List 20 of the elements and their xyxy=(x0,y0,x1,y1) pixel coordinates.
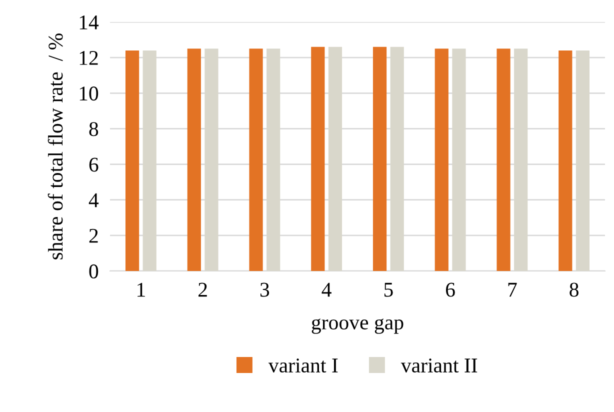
legend-label: variant I xyxy=(268,358,338,373)
x-tick-label: 1 xyxy=(138,282,145,297)
y-tick-label: 14 xyxy=(80,15,99,30)
y-tick-label: 0 xyxy=(89,264,98,278)
y-tick-label: 10 xyxy=(80,86,98,101)
x-tick-label: 6 xyxy=(446,282,455,297)
y-tick-label: 8 xyxy=(89,122,98,136)
x-tick-label: 8 xyxy=(570,282,578,297)
x-tick-label: 3 xyxy=(260,282,270,297)
x-tick-label: 2 xyxy=(198,282,207,297)
legend-label: variant II xyxy=(400,358,478,373)
y-tick-label: 12 xyxy=(80,51,98,65)
y-axis-title: share of total flow rate / % xyxy=(48,34,63,260)
x-tick-label: 7 xyxy=(508,282,517,297)
x-tick-label: 5 xyxy=(384,282,393,297)
x-tick-label: 4 xyxy=(322,282,332,297)
y-tick-label: 4 xyxy=(88,193,99,208)
y-tick-label: 6 xyxy=(89,158,98,172)
y-tick-label: 2 xyxy=(89,228,98,243)
x-axis-title: groove gap xyxy=(312,318,404,334)
